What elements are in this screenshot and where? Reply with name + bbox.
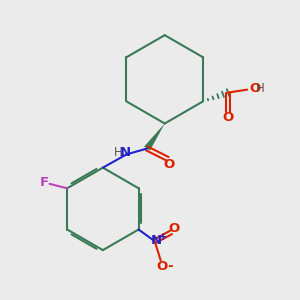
Text: H: H <box>114 146 123 159</box>
Text: O: O <box>168 222 179 236</box>
Text: N: N <box>119 146 130 159</box>
Polygon shape <box>144 124 165 151</box>
Text: N: N <box>151 234 162 247</box>
Text: O: O <box>222 110 234 124</box>
Text: O: O <box>250 82 261 95</box>
Text: +: + <box>159 232 167 242</box>
Text: F: F <box>40 176 49 189</box>
Text: H: H <box>256 82 265 95</box>
Text: O: O <box>157 260 168 273</box>
Text: O: O <box>163 158 174 171</box>
Text: -: - <box>167 259 173 273</box>
